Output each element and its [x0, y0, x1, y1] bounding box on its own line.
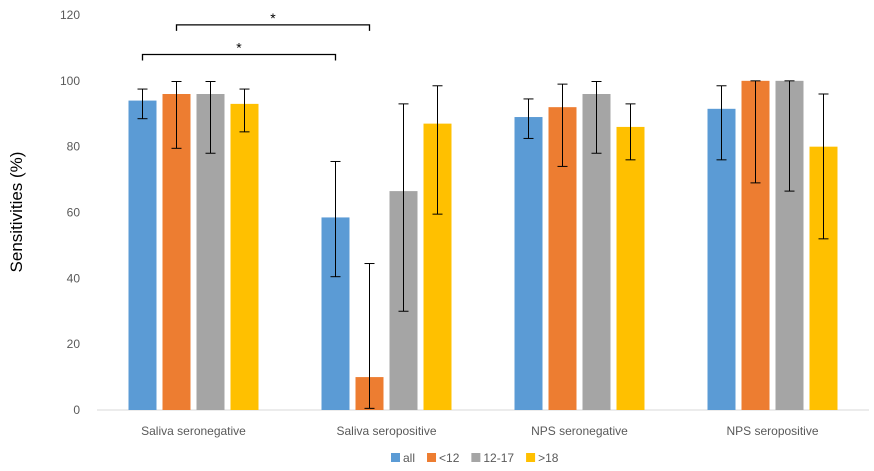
- legend-label: >18: [538, 451, 559, 465]
- x-tick-label: Saliva seropositive: [336, 424, 436, 438]
- error-bar: [432, 85, 443, 215]
- legend-label: all: [403, 451, 415, 465]
- bar: [514, 117, 543, 411]
- x-tick-label: NPS seropositive: [726, 424, 818, 438]
- bar: [230, 103, 259, 410]
- legend-item: 12-17: [471, 451, 514, 465]
- error-bar: [171, 80, 182, 149]
- legend-swatch: [427, 453, 437, 462]
- x-tick-label: Saliva seronegative: [141, 424, 246, 438]
- legend-item: all: [391, 451, 415, 465]
- bars: [128, 80, 838, 411]
- error-bar: [330, 160, 341, 278]
- legend: all <12 12-17 >18: [391, 451, 559, 465]
- error-bar: [625, 103, 636, 161]
- y-axis-label: Sensitivities (%): [7, 152, 26, 273]
- x-tick-label: NPS seronegative: [531, 424, 628, 438]
- error-bar: [591, 80, 602, 154]
- error-bar: [523, 98, 534, 139]
- error-bar: [398, 103, 409, 312]
- bar: [128, 100, 157, 410]
- y-tick-label: 100: [60, 74, 80, 88]
- legend-item: <12: [427, 451, 460, 465]
- y-tick-label: 20: [67, 337, 81, 351]
- error-bar: [239, 88, 250, 133]
- significance-bracket: *: [141, 40, 337, 61]
- error-bar: [205, 80, 216, 154]
- legend-swatch: [391, 453, 400, 462]
- significance-annotations: **: [141, 10, 371, 61]
- error-bar: [818, 93, 829, 240]
- error-bars: [137, 80, 829, 409]
- y-tick-label: 60: [67, 206, 81, 220]
- error-bar: [784, 80, 795, 192]
- legend-label: <12: [439, 451, 460, 465]
- y-tick-label: 40: [67, 271, 81, 285]
- bar: [616, 126, 645, 411]
- error-bar: [557, 83, 568, 167]
- error-bar: [750, 80, 761, 184]
- significance-star: *: [236, 40, 242, 56]
- x-axis-tick-labels: Saliva seronegative Saliva seropositive NP…: [141, 424, 819, 438]
- y-tick-label: 120: [60, 8, 80, 22]
- legend-label: 12-17: [483, 451, 514, 465]
- y-axis-ticks: 0 20 40 60 80 100 120: [60, 8, 80, 417]
- legend-swatch: [526, 453, 536, 462]
- y-tick-label: 80: [67, 140, 81, 154]
- error-bar: [716, 85, 727, 161]
- legend-item: >18: [526, 451, 559, 465]
- error-bar: [364, 263, 375, 409]
- y-tick-label: 0: [73, 403, 80, 417]
- legend-swatch: [471, 453, 481, 462]
- significance-bracket: *: [175, 10, 371, 31]
- significance-star: *: [270, 10, 276, 26]
- error-bar: [137, 88, 148, 120]
